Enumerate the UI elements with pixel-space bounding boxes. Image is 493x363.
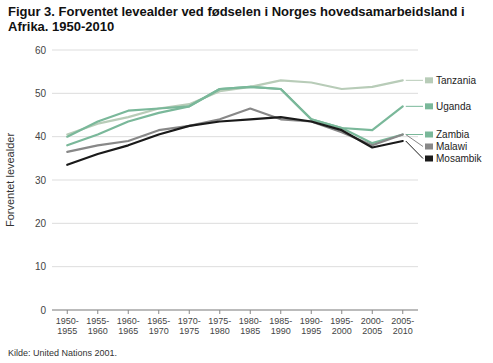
label-swatch	[425, 132, 433, 138]
x-tick-label-line: 1965-	[147, 316, 170, 326]
title-line: Figur 3. Forventet levealder ved fødsele…	[8, 4, 465, 19]
x-tick	[219, 310, 220, 314]
y-tick-label: 30	[35, 175, 47, 186]
lines	[67, 80, 403, 165]
series-label: Uganda	[436, 101, 471, 112]
grid-line	[52, 180, 418, 181]
x-tick-label-line: 1980-	[239, 316, 262, 326]
grid	[52, 50, 418, 310]
x-tick-label-line: 1960-	[117, 316, 140, 326]
x-tick-label-line: 1985	[240, 326, 260, 336]
grid-line	[52, 136, 418, 137]
x-tick-label: 1965-1970	[147, 316, 170, 336]
x-tick-label-line: 2000	[332, 326, 352, 336]
chart-svg: Figur 3. Forventet levealder ved fødsele…	[0, 0, 493, 363]
label-leader	[406, 80, 423, 81]
x-tick	[280, 310, 281, 314]
x-tick-label-line: 1955-	[86, 316, 109, 326]
x-tick-label-line: 1990	[271, 326, 291, 336]
x-tick-label-line: 2005-	[391, 316, 414, 326]
x-tick-label-line: 1995-	[330, 316, 353, 326]
x-tick-label-line: 1990-	[300, 316, 323, 326]
x-tick	[158, 310, 159, 314]
x-tick	[341, 310, 342, 314]
chart-container: Figur 3. Forventet levealder ved fødsele…	[0, 0, 493, 363]
y-tick-label: 20	[35, 218, 47, 229]
series-label: Mosambik	[436, 153, 483, 164]
label-swatch	[425, 156, 433, 162]
y-tick-label: 0	[40, 305, 46, 316]
series-label: Malawi	[436, 141, 467, 152]
x-tick-label-line: 1965	[118, 326, 138, 336]
x-tick-label: 2000-2005	[361, 316, 384, 336]
x-tick-label-line: 1955	[57, 326, 77, 336]
x-tick-label: 1960-1965	[117, 316, 140, 336]
grid-line	[52, 310, 418, 311]
y-tick-label: 40	[35, 131, 47, 142]
x-tick	[189, 310, 190, 314]
y-tick-label: 50	[35, 88, 47, 99]
x-tick-label: 1995-2000	[330, 316, 353, 336]
x-tick-label-line: 1980	[210, 326, 230, 336]
source-note: Kilde: United Nations 2001.	[8, 348, 117, 358]
x-tick	[372, 310, 373, 314]
x-tick	[128, 310, 129, 314]
x-tick-label-line: 2005	[362, 326, 382, 336]
x-tick-label-line: 1960	[88, 326, 108, 336]
x-tick-label-line: 1970	[149, 326, 169, 336]
grid-line	[52, 266, 418, 267]
x-tick-label-line: 1995	[301, 326, 321, 336]
x-tick	[67, 310, 68, 314]
x-tick-label: 1955-1960	[86, 316, 109, 336]
x-tick-label: 1990-1995	[300, 316, 323, 336]
grid-line	[52, 93, 418, 94]
label-leader	[406, 134, 423, 135]
label-leader	[406, 141, 423, 159]
series-label: Zambia	[436, 129, 470, 140]
x-tick-label-line: 2000-	[361, 316, 384, 326]
x-tick	[250, 310, 251, 314]
label-swatch	[425, 103, 433, 109]
series-line	[67, 117, 403, 165]
title: Figur 3. Forventet levealder ved fødsele…	[8, 4, 465, 34]
series-line	[67, 87, 403, 137]
x-tick-label-line: 1985-	[269, 316, 292, 326]
y-tick-label: 60	[35, 45, 47, 56]
x-tick-label: 1950-1955	[56, 316, 79, 336]
x-tick	[311, 310, 312, 314]
x-tick-label-line: 1950-	[56, 316, 79, 326]
x-tick-label-line: 1970-	[178, 316, 201, 326]
label-swatch	[425, 144, 433, 150]
series-line	[67, 109, 403, 152]
x-tick-label: 1975-1980	[208, 316, 231, 336]
label-leader	[406, 135, 423, 147]
x-tick-label: 1970-1975	[178, 316, 201, 336]
x-tick-label-line: 2010	[393, 326, 413, 336]
x-tick	[402, 310, 403, 314]
x-tick-label-line: 1975-	[208, 316, 231, 326]
y-tick-label: 10	[35, 261, 47, 272]
y-axis-label: Forventet levealder	[4, 133, 16, 227]
x-tick-label-line: 1975	[179, 326, 199, 336]
label-leader	[406, 106, 423, 107]
background	[0, 0, 493, 363]
x-tick-label: 1985-1990	[269, 316, 292, 336]
title-line: Afrika. 1950-2010	[8, 19, 114, 34]
grid-line	[52, 50, 418, 51]
grid-line	[52, 223, 418, 224]
series-label: Tanzania	[436, 75, 476, 86]
x-tick	[97, 310, 98, 314]
label-swatch	[425, 77, 433, 83]
x-tick-label: 2005-2010	[391, 316, 414, 336]
x-axis-line	[52, 310, 418, 311]
x-tick-label: 1980-1985	[239, 316, 262, 336]
